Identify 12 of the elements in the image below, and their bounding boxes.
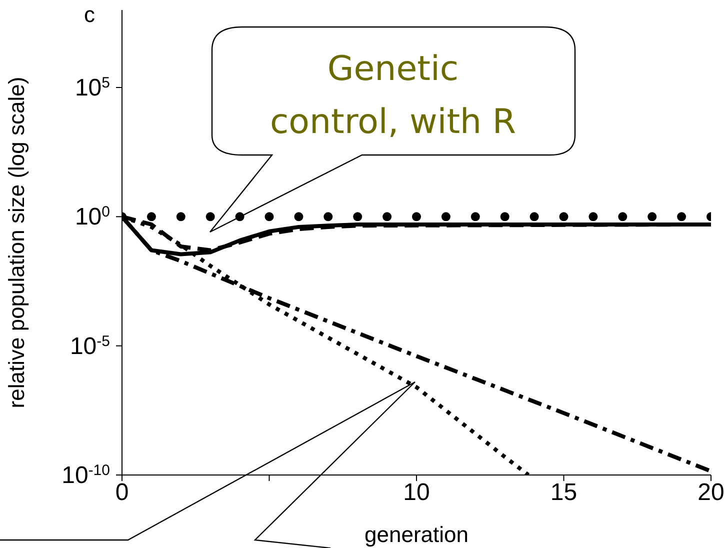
x-tick-label: 20 [698,479,724,506]
x-tick-label: 10 [403,479,430,506]
annotation: Genetic control, with R [270,49,516,142]
y-axis-title: relative population size (log scale) [4,76,29,408]
y-tick-label: 10$^{5}$ [74,74,110,102]
y-tick-label: 10$^{-10}$ [62,462,110,489]
x-axis-title: generation [364,522,468,547]
y-tick-label: 10$^{0}$ [74,203,110,231]
x-tick-label: 15 [550,479,578,506]
chart-title: c [84,2,95,28]
x-tick-label: 0 [115,479,129,506]
y-tick-label: 10$^{-5}$ [70,332,110,360]
